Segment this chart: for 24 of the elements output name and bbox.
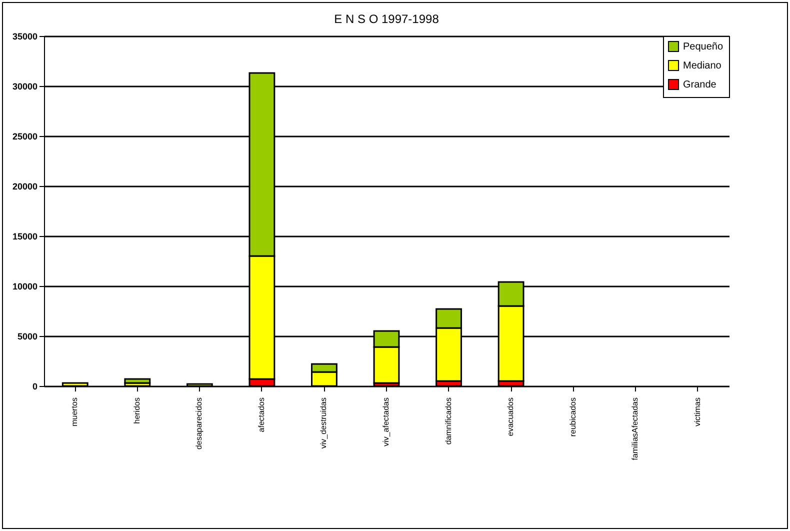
x-tick-label: heridos xyxy=(132,398,142,424)
x-tick-label: desaparecidos xyxy=(194,398,204,450)
x-tick-label: afectados xyxy=(256,398,266,432)
x-tick-label: damnificados xyxy=(444,398,453,445)
y-tick-label: 0 xyxy=(32,382,38,392)
x-tick-label: reubicados xyxy=(568,398,578,437)
x-tick-label: victimas xyxy=(692,398,702,426)
y-tick-label: 5000 xyxy=(17,332,38,342)
y-tick-label: 25000 xyxy=(12,132,38,142)
legend-label: Pequeño xyxy=(683,42,724,52)
x-tick-label: viv_afectadas xyxy=(382,398,390,446)
y-tick-label: 20000 xyxy=(12,182,38,192)
x-tick-label: familiasAfectadas xyxy=(630,398,640,460)
x-tick-label: viv_destruidas xyxy=(319,398,328,449)
y-tick-label: 30000 xyxy=(12,82,38,92)
bar xyxy=(124,378,151,384)
y-tick-label: 35000 xyxy=(12,32,38,42)
legend-label: Mediano xyxy=(683,60,722,72)
y-tick-label: 15000 xyxy=(12,232,38,242)
legend-label: Grande xyxy=(683,80,717,90)
chart-title: E N S O 1997-1998 xyxy=(334,12,440,26)
x-tick-label: muertos xyxy=(70,398,80,426)
x-tick-label: evacuados xyxy=(506,398,516,436)
y-tick-label: 10000 xyxy=(12,282,38,292)
